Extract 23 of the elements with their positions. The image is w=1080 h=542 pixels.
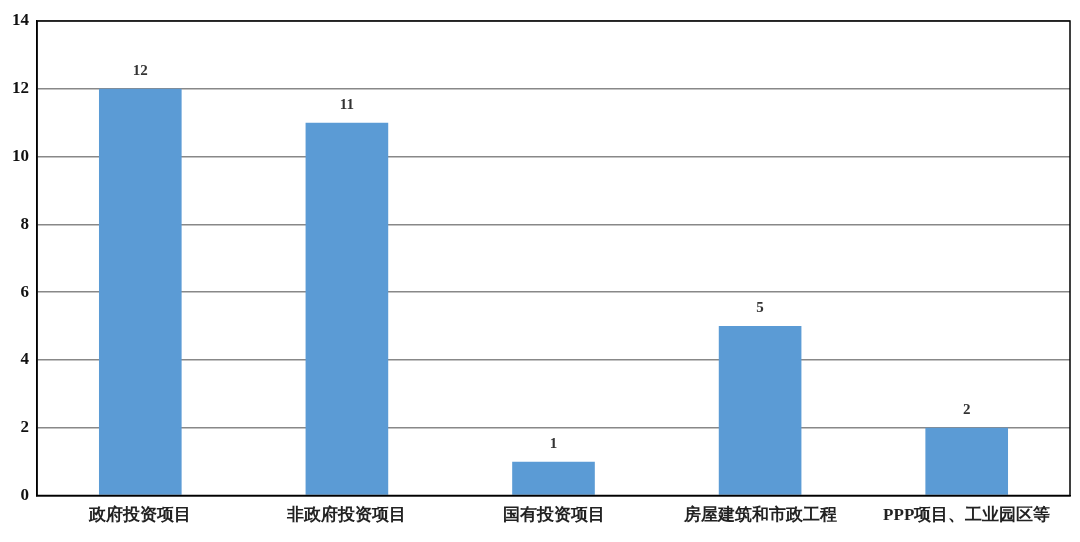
bar [512, 461, 595, 495]
x-tick-label: 政府投资项目 [88, 505, 192, 525]
bar [98, 88, 182, 495]
data-label: 2 [962, 401, 971, 418]
y-tick-label: 4 [20, 349, 30, 369]
y-tick-label: 14 [12, 10, 30, 30]
y-tick-label: 2 [20, 417, 29, 437]
bar [925, 427, 1009, 495]
bar [305, 122, 389, 495]
bar [718, 326, 802, 495]
x-tick-label: 非政府投资项目 [286, 505, 407, 525]
y-tick-label: 6 [20, 281, 29, 301]
data-label: 12 [132, 62, 148, 79]
y-tick-label: 12 [12, 78, 29, 98]
x-tick-label: 房屋建筑和市政工程 [682, 505, 837, 525]
data-label: 5 [756, 299, 764, 316]
x-tick-label: 国有投资项目 [502, 505, 605, 525]
y-tick-label: 10 [12, 145, 29, 165]
data-label: 1 [549, 435, 558, 452]
x-tick-label: PPP项目、工业园区等 [883, 505, 1051, 525]
y-tick-label: 8 [20, 213, 29, 233]
y-tick-label: 0 [20, 484, 29, 504]
data-label: 11 [339, 96, 354, 113]
